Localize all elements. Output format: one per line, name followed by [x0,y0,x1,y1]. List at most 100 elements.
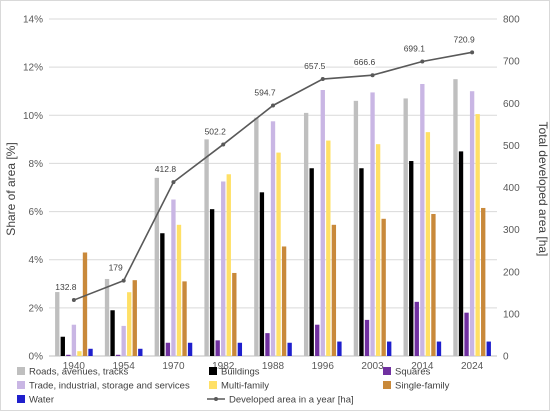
series-trade-industrial-storage-and-services [71,83,475,357]
bar [66,354,71,356]
line-data-label: 502.2 [205,126,227,136]
bar [436,341,442,356]
bar [458,151,464,356]
bar [165,342,171,356]
bar [215,340,220,356]
line-data-label: 179 [109,263,123,273]
bar [276,152,281,356]
line-point [470,50,475,55]
legend-item: Water [17,395,54,406]
bar [160,233,165,356]
line-point [420,59,425,64]
bar [187,342,193,356]
left-tick-label: 2% [29,303,44,314]
right-tick-label: 500 [503,141,520,152]
x-tick-label: 1954 [113,361,136,372]
bar [431,213,436,356]
series-multi-family [77,114,480,356]
legend-swatch [383,367,391,375]
bar [55,291,60,356]
legend-swatch [17,381,25,389]
line-point [271,103,275,108]
right-tick-label: 700 [503,57,520,68]
data-label-bg [303,61,326,72]
data-label-bg [54,282,77,293]
legend-label: Single-family [395,381,450,392]
bar [127,292,132,356]
right-tick-label: 200 [503,267,520,278]
bar [420,83,425,356]
bar [381,218,386,356]
bar [226,174,231,356]
right-tick-label: 800 [503,15,520,26]
line-point [171,180,176,185]
series-squares [66,301,469,356]
line-point [320,77,325,82]
left-tick-label: 0% [29,352,44,363]
x-tick-label: 1982 [212,361,235,372]
legend-item: Multi-family [209,381,269,392]
bar [221,181,226,356]
right-axis-title: Total developed area [ha] [536,122,549,257]
bar [481,207,486,356]
bar [326,140,331,356]
left-tick-label: 12% [23,63,43,74]
bar [270,121,276,356]
bar [82,252,88,356]
bar [259,192,265,356]
legend-swatch [383,381,391,389]
bar [353,100,359,356]
legend-item: Roads, avenues, tracks [17,367,129,378]
bar [320,90,325,356]
legend-label: Multi-family [221,381,269,392]
legend-item: Buildings [209,367,260,378]
legend-item: Developed area in a year [ha] [207,395,354,406]
left-tick-label: 10% [23,111,43,122]
bar [403,98,408,356]
bar [237,342,243,356]
bar [71,324,77,356]
legend-line-marker [214,397,218,401]
bar [475,114,480,356]
bar [337,341,342,356]
bar [254,117,259,356]
bar [182,281,187,356]
legend-label: Water [29,395,54,406]
line-data-label: 132.8 [55,282,77,292]
series-single-family [82,207,486,356]
x-tick-label: 1988 [262,361,285,372]
line-series-group: 132.8 179 412.8 502.2 594.7 657.5 666.6 699.1 72… [54,34,476,303]
x-tick-label: 1996 [312,361,335,372]
bar [138,348,143,356]
x-axis: 1940 1954 1970 1982 1988 1996 2003 2014 2024 [63,361,484,372]
legend-item: Trade, industrial, storage and services [17,381,190,392]
bar [121,325,126,356]
series-water [88,341,491,356]
bar [359,168,364,356]
left-tick-label: 6% [29,207,44,218]
bar-series-group [55,79,491,357]
data-label-bg [104,262,127,273]
bar [387,341,392,356]
bar [409,161,414,356]
data-label-bg [204,126,227,137]
x-tick-label: 2003 [361,361,384,372]
legend-label: Trade, industrial, storage and services [29,381,190,392]
bar [132,280,137,356]
legend-label: Buildings [221,367,260,378]
bar [309,168,314,356]
series-buildings [60,151,464,356]
data-label-bg [154,164,177,175]
bar [176,224,182,356]
data-label-bg [353,57,376,68]
line-data-label: 594.7 [254,87,276,97]
legend: Roads, avenues, tracks Buildings Squares Tr… [17,367,450,406]
bar [364,319,370,356]
legend-label: Developed area in a year [ha] [229,395,354,406]
bar [486,341,491,356]
bar [104,278,110,356]
left-tick-label: 14% [23,15,43,26]
line-data-label: 657.5 [304,61,326,71]
